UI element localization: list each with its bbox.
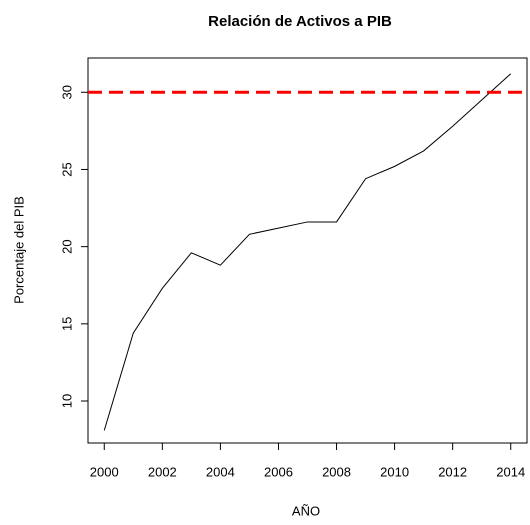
x-tick-label: 2002 <box>148 464 177 479</box>
y-tick-label: 10 <box>59 394 74 408</box>
y-axis-label: Porcentaje del PIB <box>11 196 26 304</box>
plot-box <box>87 57 528 444</box>
y-tick-label: 20 <box>59 239 74 253</box>
x-tick-label: 2008 <box>322 464 351 479</box>
x-tick-label: 2012 <box>438 464 467 479</box>
y-tick-label: 25 <box>59 162 74 176</box>
x-axis-label: AÑO <box>292 503 320 518</box>
x-tick-label: 2004 <box>206 464 235 479</box>
x-tick-label: 2006 <box>264 464 293 479</box>
y-tick-label: 30 <box>59 85 74 99</box>
x-tick-label: 2014 <box>496 464 525 479</box>
x-tick-label: 2010 <box>380 464 409 479</box>
x-tick-label: 2000 <box>90 464 119 479</box>
data-line <box>103 73 512 431</box>
chart-title: Relación de Activos a PIB <box>208 13 392 30</box>
y-tick-label: 15 <box>59 317 74 331</box>
